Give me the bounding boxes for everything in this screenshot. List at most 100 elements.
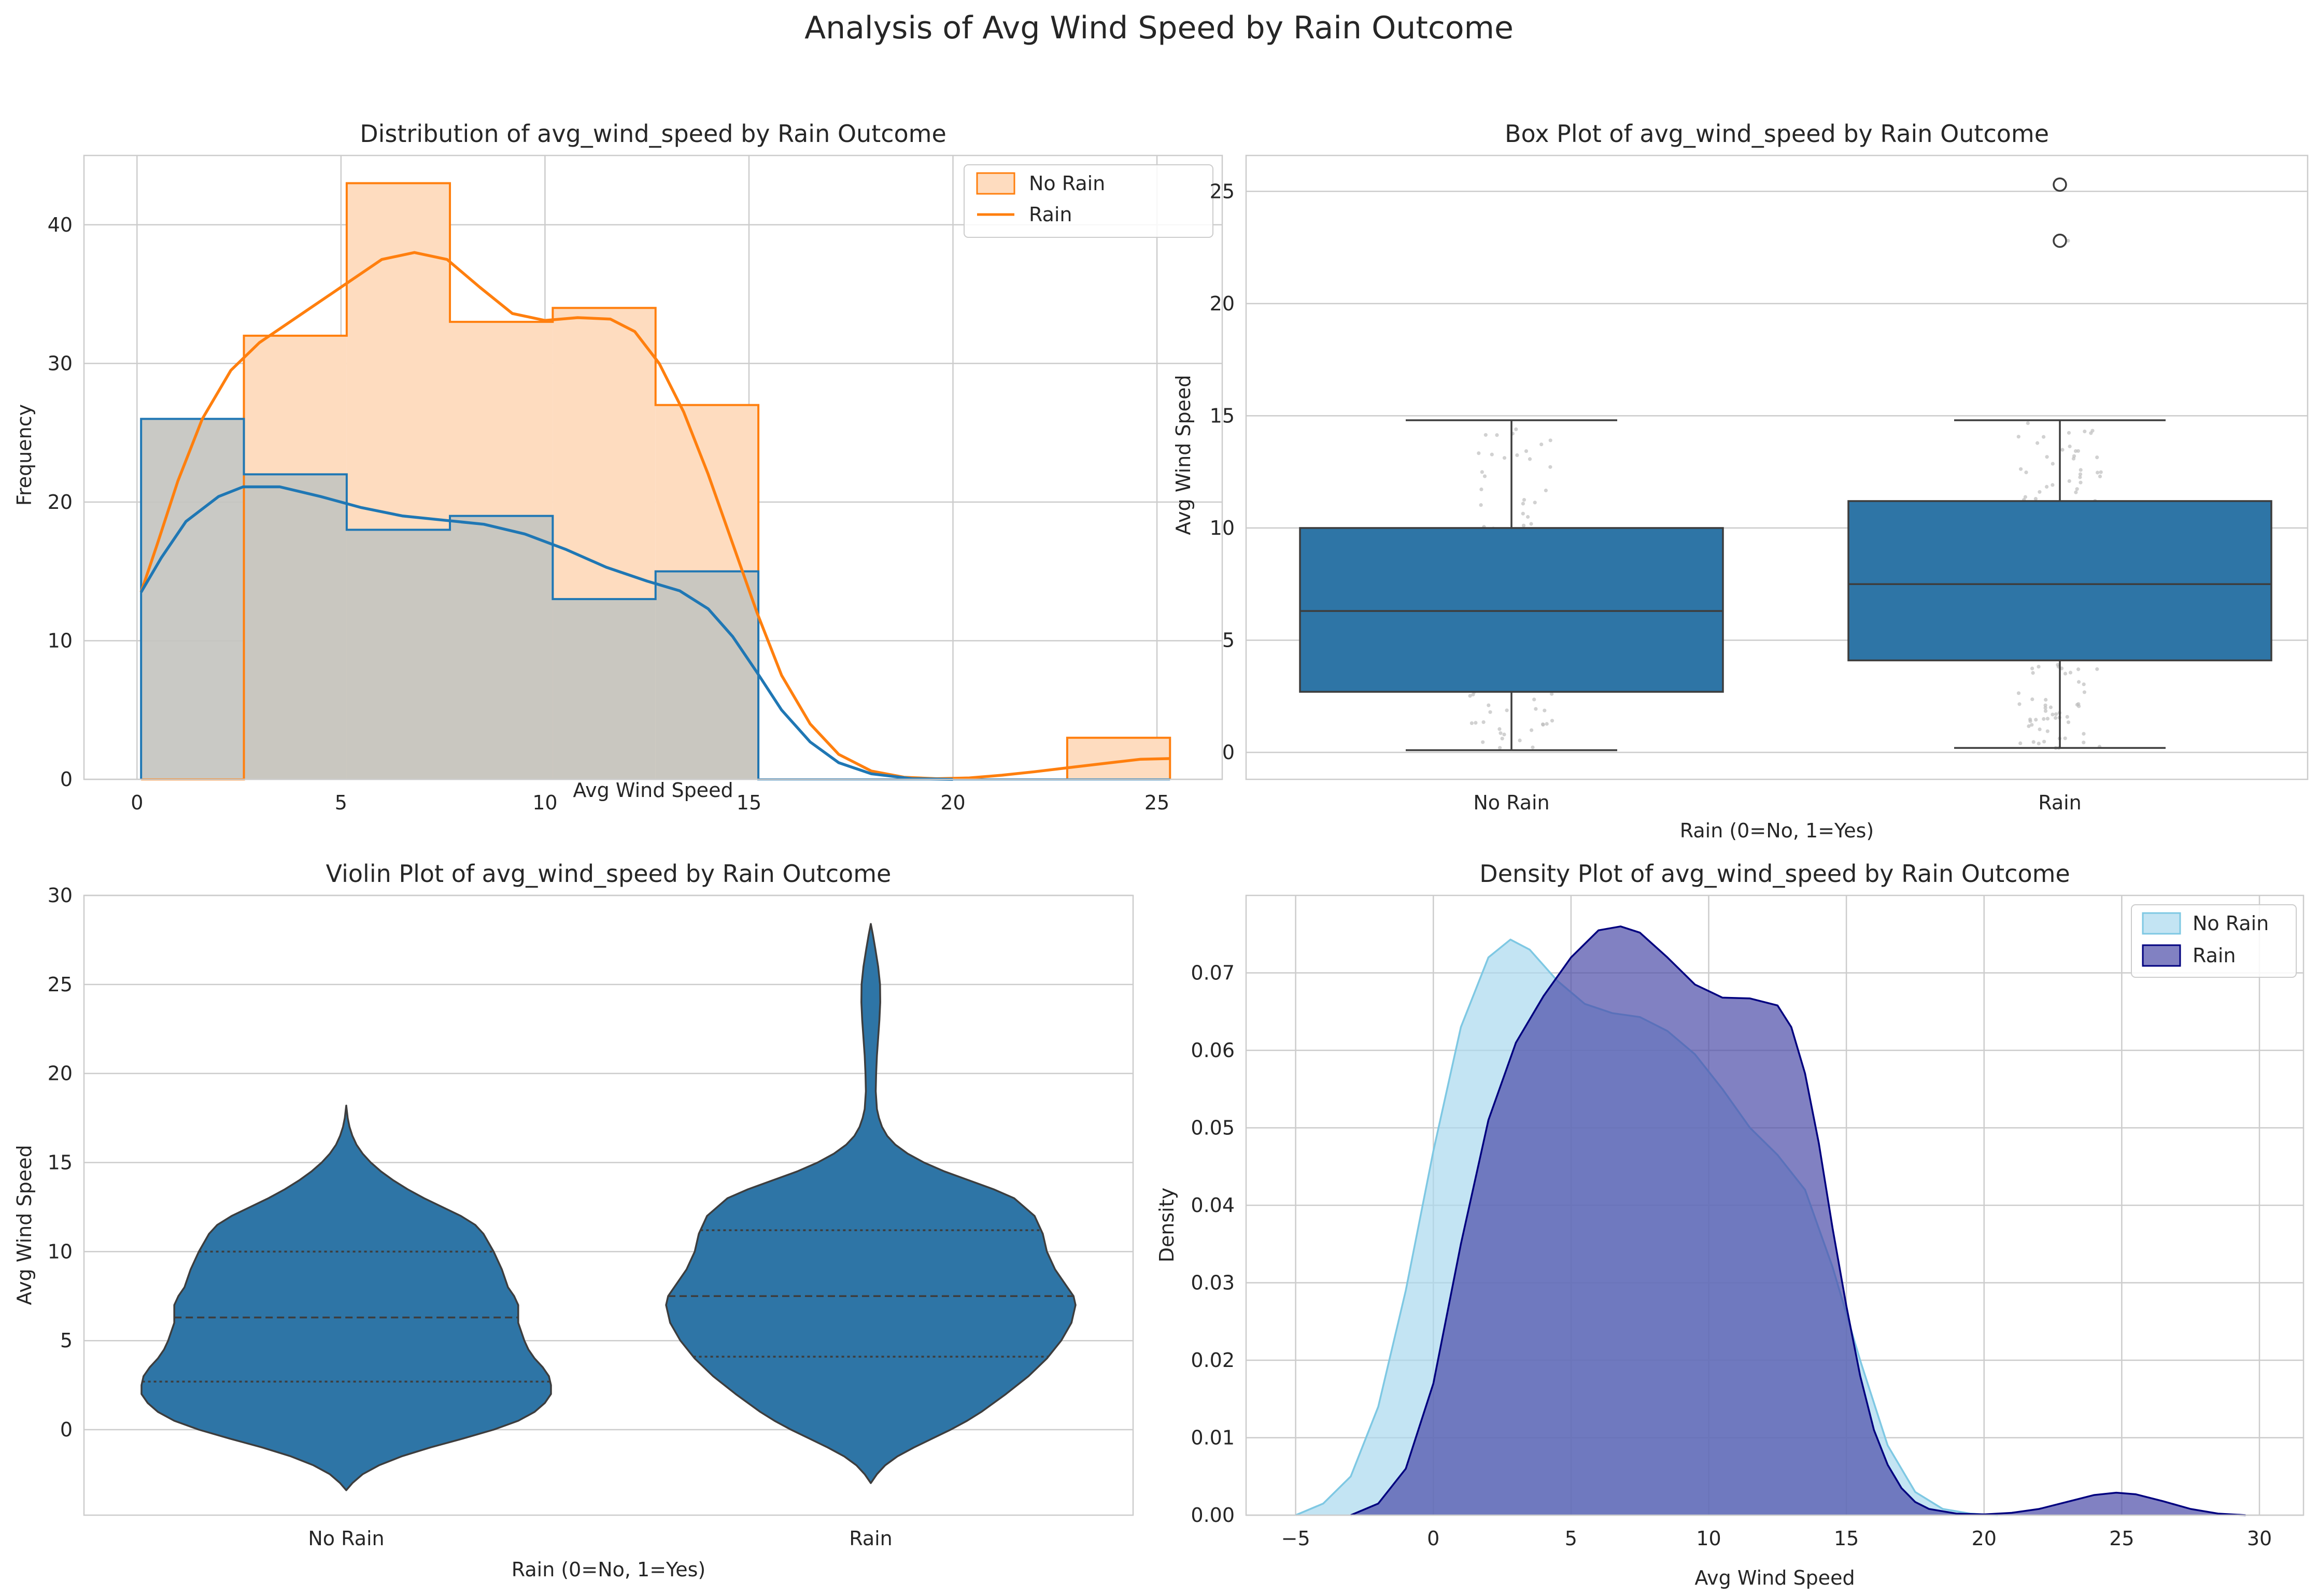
boxplot-jitter-point <box>1495 433 1499 437</box>
histogram-bar-no-rain <box>244 474 347 779</box>
boxplot-title: Box Plot of avg_wind_speed by Rain Outco… <box>1505 120 2049 148</box>
boxplot-jitter-point <box>1505 708 1509 712</box>
boxplot-jitter-point <box>1545 722 1549 726</box>
histogram-x-tick-label: 20 <box>940 791 965 814</box>
boxplot-x-tick-label: Rain <box>2038 791 2082 814</box>
legend-rain-label: Rain <box>1029 203 1072 226</box>
boxplot-jitter-point <box>1522 498 1527 502</box>
boxplot-jitter-point <box>2068 671 2073 675</box>
histogram-frame <box>83 154 1223 780</box>
histogram-x-tick-label: 5 <box>335 791 347 814</box>
boxplot-jitter-point <box>1524 449 1529 453</box>
histogram-xlabel: Avg Wind Speed <box>573 779 733 802</box>
density-legend: No Rain Rain <box>2131 904 2297 978</box>
boxplot-jitter-point <box>1531 745 1535 749</box>
histogram-kde-rain <box>139 251 1170 780</box>
legend-no-rain-label: No Rain <box>1029 172 1105 195</box>
histogram-bars <box>140 182 1171 780</box>
density-x-tick-label: 25 <box>2109 1527 2134 1550</box>
boxplot-outlier-rain <box>2053 233 2067 248</box>
boxplot-jitter-point <box>1550 692 1554 696</box>
boxplot-jitter-point <box>2076 667 2081 672</box>
boxplot-jitter-point <box>2051 462 2055 466</box>
boxplot-jitter-point <box>2054 716 2058 720</box>
boxplot-y-tick-label: 5 <box>1222 629 1235 651</box>
violin-panel: Violin Plot of avg_wind_speed by Rain Ou… <box>13 860 1134 1581</box>
boxplot-x-ticks: No Rain Rain <box>1473 791 2081 814</box>
boxplot-jitter-point <box>2038 490 2042 494</box>
boxplot-jitter-point <box>2065 715 2069 719</box>
boxplot-jitter-point <box>2037 742 2041 746</box>
histogram-x-tick-label: 0 <box>131 791 143 814</box>
boxplot-jitter-point <box>2028 719 2032 723</box>
boxplot-jitter-point <box>1500 736 1504 740</box>
boxplot-jitter-point <box>2060 448 2065 452</box>
boxplot-outlier-rain <box>2053 177 2067 192</box>
violin-title: Violin Plot of avg_wind_speed by Rain Ou… <box>326 860 892 888</box>
density-y-tick-label: 0.02 <box>1191 1349 1235 1372</box>
boxplot-jitter-point <box>2096 471 2100 475</box>
violin-x-ticks: No Rain Rain <box>308 1527 892 1550</box>
boxplot-jitter-point <box>2075 703 2079 707</box>
boxplot-y-ticks: 0 5 10 15 20 25 <box>1210 180 1235 764</box>
density-area-rain <box>1350 926 2246 1515</box>
histogram-y-ticks: 0 10 20 30 40 <box>48 213 73 791</box>
boxplot-jitter-point <box>2082 690 2086 694</box>
boxplot-y-tick-label: 25 <box>1210 180 1235 203</box>
boxplot-jitter-point <box>2045 484 2049 489</box>
boxplot-jitter-point <box>2042 717 2046 721</box>
boxplot-jitter-point <box>2033 497 2038 501</box>
boxplot-jitter-point <box>1479 503 1483 507</box>
histogram-x-tick-label: 25 <box>1144 791 1169 814</box>
histogram-ylabel: Frequency <box>13 404 36 506</box>
boxplot-jitter-point <box>1497 727 1502 731</box>
histogram-bar-no-rain <box>655 571 759 779</box>
density-xlabel: Avg Wind Speed <box>1694 1566 1855 1589</box>
boxplot-box-rain <box>1847 500 2272 662</box>
violin-x-tick-label: Rain <box>849 1527 893 1550</box>
boxplot-jitter-point <box>1541 723 1545 727</box>
boxplot-jitter-point <box>2054 712 2058 716</box>
boxplot-jitter-point <box>1502 732 1506 736</box>
boxplot-y-tick-label: 10 <box>1210 517 1235 539</box>
boxplot-jitter-point <box>2026 421 2030 425</box>
boxplot-jitter-point <box>1490 452 1494 457</box>
boxplot-jitter-point <box>2083 430 2087 434</box>
density-x-tick-label: −5 <box>1281 1527 1310 1550</box>
boxplot-jitter-point <box>1480 470 1484 474</box>
histogram-x-tick-label: 15 <box>737 791 761 814</box>
boxplot-jitter-point <box>2017 702 2022 706</box>
boxplot-jitter-point <box>1479 487 1483 492</box>
histogram-bar-no-rain <box>141 419 244 779</box>
boxplot-jitter-point <box>1521 502 1525 506</box>
boxplot-jitter-point <box>2078 475 2082 479</box>
boxplot-jitter-point <box>2043 709 2048 713</box>
boxplot-jitter-point <box>2016 691 2021 695</box>
boxplot-jitter-point <box>2024 471 2028 475</box>
boxplot-jitter-point <box>1521 511 1525 516</box>
density-ylabel: Density <box>1155 1188 1178 1262</box>
boxplot-jitter-point <box>2042 739 2046 744</box>
boxplot-y-tick-label: 15 <box>1210 404 1235 427</box>
boxplot-xlabel: Rain (0=No, 1=Yes) <box>1680 819 1874 842</box>
boxplot-jitter-point <box>1498 746 1502 750</box>
density-panel: Density Plot of avg_wind_speed by Rain O… <box>1155 860 2305 1589</box>
boxplot-jitter-point <box>2068 444 2072 449</box>
density-frame <box>1245 894 2305 1516</box>
boxplot-jitter-point <box>1481 740 1485 744</box>
boxplot-jitter-point <box>2038 727 2042 732</box>
boxplot-jitter-point <box>2090 429 2095 433</box>
boxplot-jitter-point <box>2027 724 2031 728</box>
boxplot-jitter-point <box>2066 720 2071 724</box>
boxplot-jitter-point <box>2043 706 2047 710</box>
boxplot-jitter-point <box>2066 238 2070 243</box>
histogram-y-tick-label: 30 <box>48 352 73 375</box>
boxplot-jitter-point <box>2095 667 2099 671</box>
boxplot-jitter-point <box>1543 708 1547 712</box>
boxplot-jitter-point <box>1550 719 1554 723</box>
boxplot-jitter-point <box>2045 455 2049 459</box>
violin-y-ticks: 0 5 10 15 20 25 30 <box>48 884 73 1441</box>
violin-y-tick-label: 20 <box>48 1062 73 1085</box>
boxplot-jitter-point <box>1548 438 1552 443</box>
